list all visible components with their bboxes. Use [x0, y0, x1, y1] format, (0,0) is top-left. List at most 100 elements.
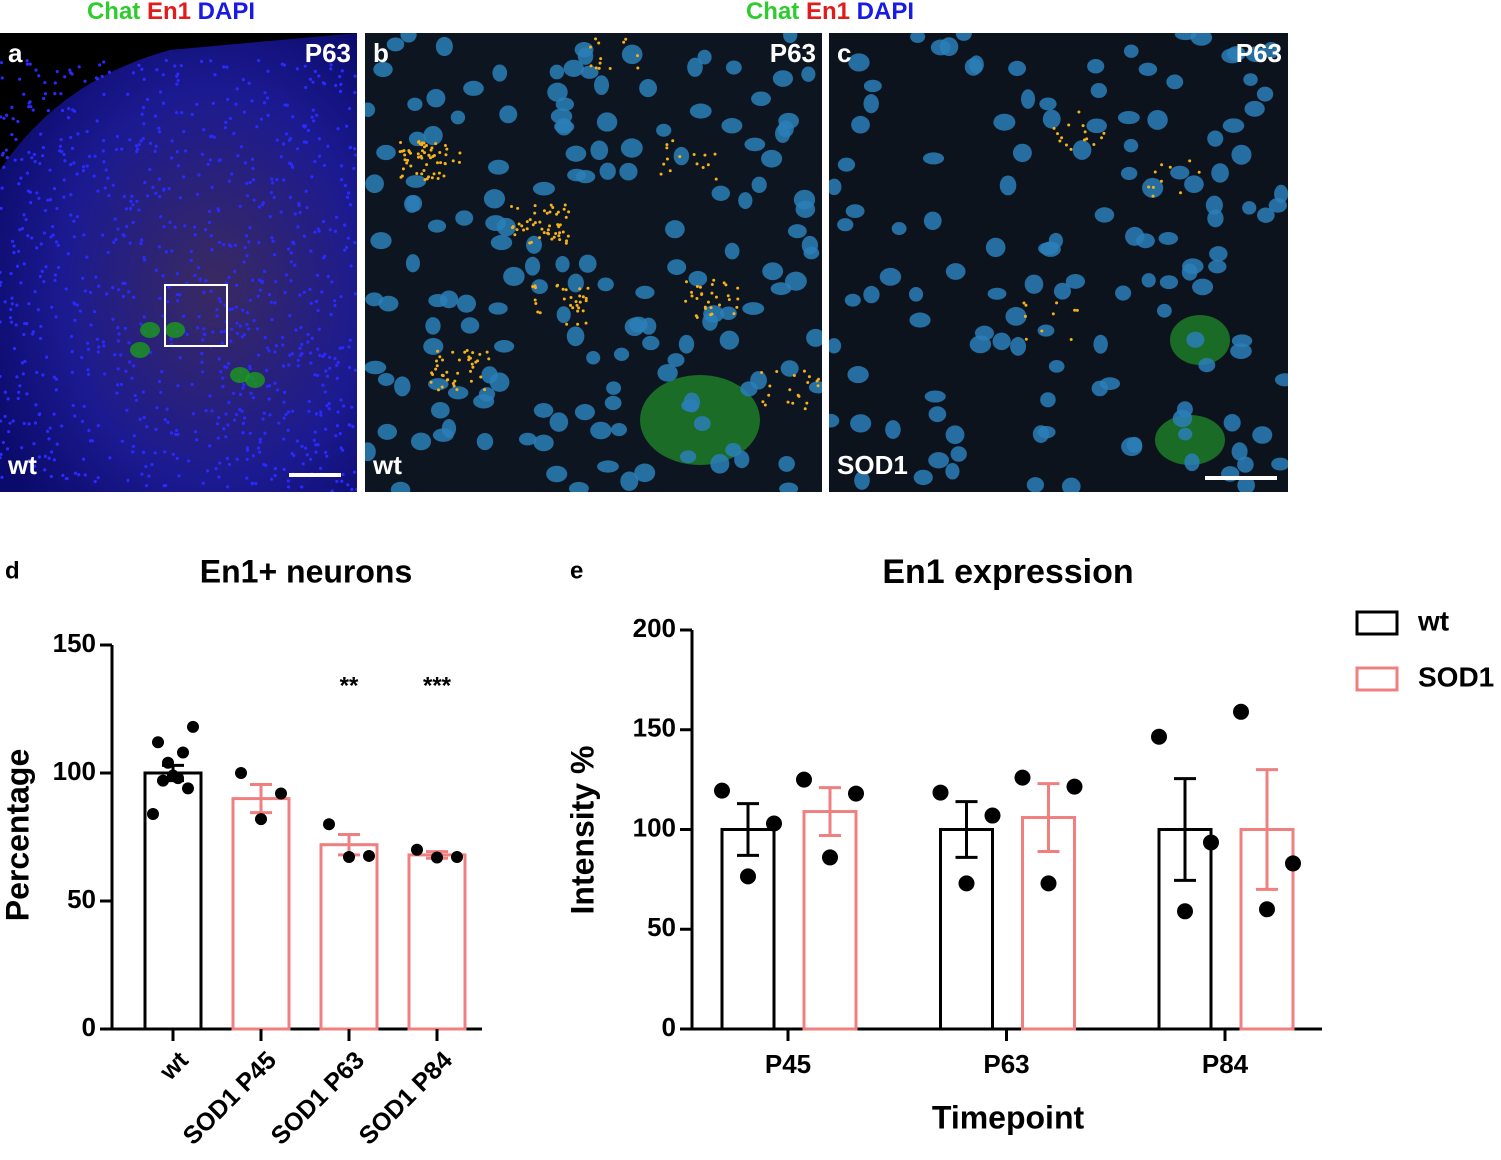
en1-dot	[434, 142, 438, 146]
nucleus	[909, 286, 924, 302]
nucleus	[36, 308, 40, 312]
nucleus	[365, 102, 376, 117]
nucleus	[241, 431, 245, 435]
nucleus	[197, 173, 201, 177]
en1-dot	[556, 283, 560, 287]
en1-dot	[576, 322, 580, 326]
nucleus	[29, 105, 33, 109]
nucleus	[178, 293, 182, 297]
en1-dot	[452, 384, 456, 388]
nucleus	[82, 233, 86, 237]
nucleus	[75, 303, 80, 307]
nucleus	[103, 372, 107, 376]
nucleus	[219, 370, 223, 374]
en1-dot	[1151, 194, 1155, 198]
nucleus	[97, 284, 101, 288]
nucleus	[90, 439, 95, 443]
nucleus	[353, 240, 357, 245]
nucleus	[85, 164, 89, 168]
stain-name: En1	[147, 0, 191, 25]
nucleus	[239, 145, 244, 149]
nucleus	[338, 75, 342, 79]
nucleus	[323, 390, 327, 394]
nucleus	[258, 440, 262, 444]
nucleus	[40, 269, 44, 273]
nucleus	[924, 390, 946, 403]
nucleus	[33, 290, 37, 294]
nucleus	[1274, 184, 1288, 204]
nucleus	[306, 340, 310, 344]
en1-dot	[515, 228, 519, 232]
nucleus	[1198, 357, 1216, 373]
data-point	[363, 849, 375, 862]
x-tick-label: P45	[765, 1049, 811, 1079]
nucleus	[177, 474, 181, 478]
nucleus	[238, 324, 243, 328]
en1-dot	[622, 40, 626, 44]
nucleus	[348, 203, 353, 207]
nucleus	[993, 113, 1016, 131]
nucleus	[27, 302, 31, 306]
nucleus	[1237, 456, 1254, 473]
nucleus	[69, 135, 73, 140]
nucleus	[335, 424, 340, 428]
nucleus	[1125, 226, 1145, 246]
nucleus	[1126, 436, 1143, 453]
nucleus	[80, 355, 84, 360]
nucleus	[202, 290, 206, 295]
en1-dot	[714, 177, 718, 181]
nucleus	[217, 475, 221, 479]
nucleus	[240, 409, 244, 413]
nucleus	[107, 70, 112, 74]
nucleus	[262, 411, 266, 415]
nucleus	[66, 116, 71, 120]
nucleus	[17, 390, 21, 394]
nucleus	[273, 473, 277, 478]
nucleus	[256, 446, 261, 450]
nucleus	[725, 60, 742, 75]
nucleus	[1231, 442, 1248, 461]
nucleus	[192, 225, 197, 229]
nucleus	[216, 207, 220, 211]
nucleus	[923, 211, 942, 231]
data-point	[172, 772, 184, 785]
nucleus	[313, 373, 317, 377]
en1-dot	[509, 205, 513, 209]
nucleus	[330, 489, 334, 492]
nucleus	[270, 177, 274, 181]
nucleus	[245, 457, 249, 461]
nucleus	[217, 240, 222, 245]
nucleus	[245, 448, 250, 452]
nucleus	[274, 344, 278, 348]
nucleus	[293, 263, 297, 267]
nucleus	[338, 346, 342, 350]
nucleus	[275, 138, 279, 142]
nucleus	[162, 484, 166, 488]
nucleus	[70, 146, 75, 150]
x-tick-label: SOD1 P84	[354, 1046, 458, 1150]
nucleus	[56, 265, 61, 270]
nucleus	[298, 293, 302, 297]
en1-dot	[1023, 314, 1027, 318]
nucleus	[131, 71, 136, 75]
nucleus	[93, 479, 97, 484]
nucleus	[1243, 73, 1258, 86]
nucleus	[157, 177, 161, 181]
nucleus	[241, 421, 246, 425]
nucleus	[142, 416, 146, 420]
nucleus	[76, 132, 80, 136]
nucleus	[656, 123, 672, 137]
nucleus	[428, 294, 448, 308]
nucleus	[301, 462, 305, 466]
en1-dot	[451, 350, 455, 354]
nucleus	[210, 409, 214, 413]
en1-dot	[805, 401, 809, 405]
en1-dot	[599, 57, 603, 61]
en1-dot	[567, 210, 571, 214]
nucleus	[145, 425, 149, 429]
nucleus	[132, 364, 136, 368]
nucleus	[204, 228, 208, 232]
nucleus	[54, 377, 58, 381]
nucleus	[308, 457, 313, 461]
